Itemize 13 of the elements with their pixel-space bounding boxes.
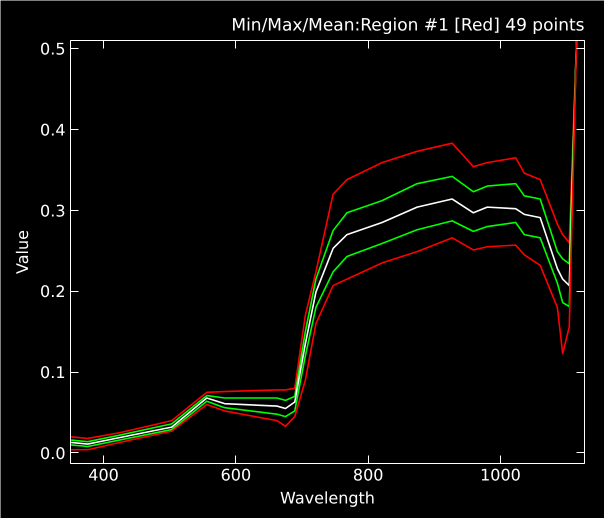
y-tick-label: 0.1 (40, 363, 66, 382)
y-tick-label: 0.4 (40, 120, 66, 140)
x-tick-label: 800 (352, 466, 384, 484)
y-tick-label: 0.2 (40, 282, 66, 302)
y-axis-title: Value (13, 230, 32, 274)
x-axis-title: Wavelength (280, 488, 375, 508)
x-tick-label: 600 (220, 466, 252, 484)
x-tick-label: 1000 (480, 466, 521, 484)
y-tick-label: 0.5 (40, 40, 66, 59)
y-tick-label: 0.0 (40, 444, 66, 463)
x-tick-label: 400 (88, 466, 119, 484)
chart-title: Min/Max/Mean:Region #1 [Red] 49 points (231, 16, 585, 36)
y-tick-label: 0.3 (40, 201, 66, 220)
